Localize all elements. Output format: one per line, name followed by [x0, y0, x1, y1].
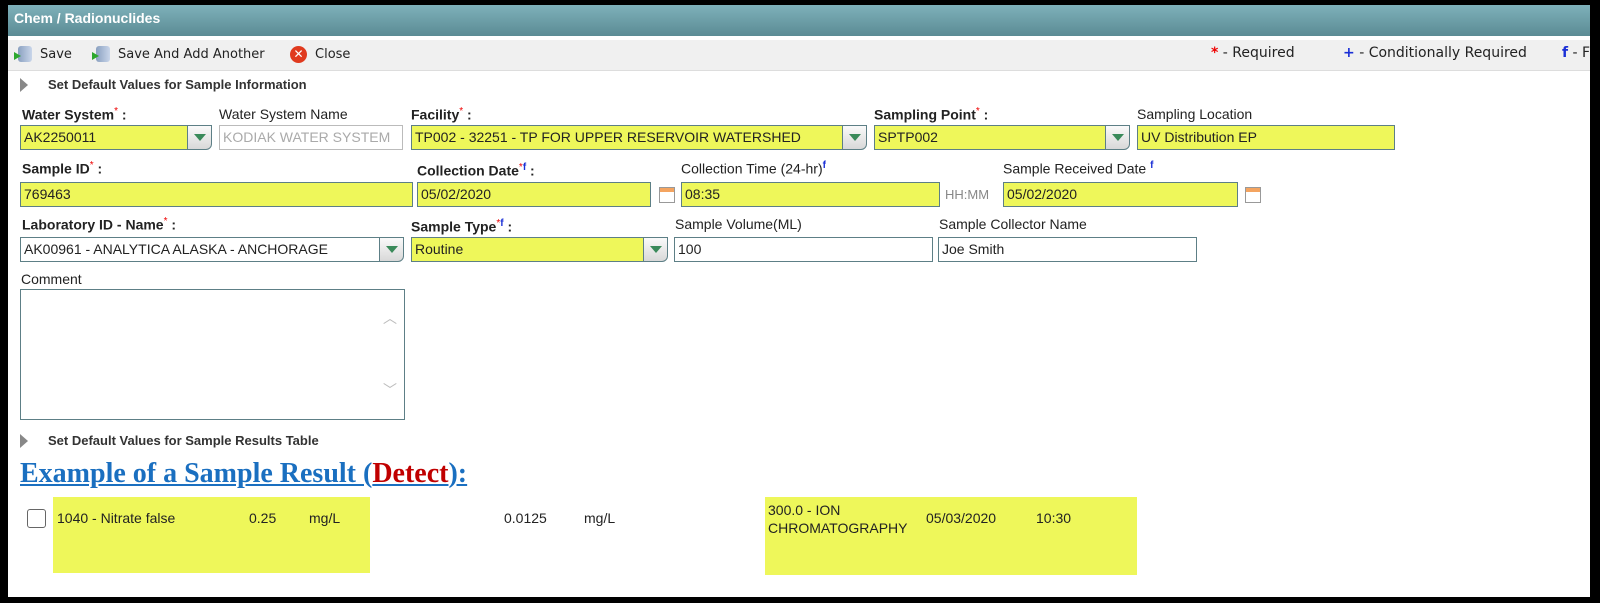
- water-system-name-field: KODIAK WATER SYSTEM: [219, 125, 403, 150]
- section-title: Set Default Values for Sample Informatio…: [48, 77, 307, 92]
- result-cell: 0.25: [249, 510, 277, 526]
- water-system-name-label: Water System Name: [219, 106, 348, 122]
- section-title: Set Default Values for Sample Results Ta…: [48, 433, 319, 448]
- close-button[interactable]: ✕ Close: [290, 46, 350, 63]
- mdl-unit-cell: mg/L: [584, 510, 616, 526]
- highlight-box: [765, 497, 1137, 575]
- collector-field[interactable]: Joe Smith: [938, 237, 1197, 262]
- scroll-down-icon[interactable]: ﹀: [383, 383, 397, 399]
- calendar-icon[interactable]: [659, 187, 675, 203]
- sample-volume-field[interactable]: 100: [674, 237, 933, 262]
- unit-cell: mg/L: [309, 510, 341, 526]
- received-date-label: Sample Received Date f: [1003, 160, 1154, 177]
- received-date-field[interactable]: 05/02/2020: [1003, 182, 1238, 207]
- example-heading: Example of a Sample Result (Detect):: [20, 458, 468, 489]
- save-add-label: Save And Add Another: [118, 46, 265, 62]
- comment-label: Comment: [21, 271, 82, 287]
- toolbar: Save Save And Add Another ✕ Close * - Req…: [8, 40, 1590, 71]
- window-title: Chem / Radionuclides: [14, 10, 161, 26]
- section-results-toggle[interactable]: Set Default Values for Sample Results Ta…: [20, 433, 319, 448]
- time-format-hint: HH:MM: [945, 187, 990, 202]
- dropdown-arrow-icon[interactable]: [842, 125, 867, 150]
- sample-type-select[interactable]: Routine: [411, 237, 644, 262]
- sampling-location-field[interactable]: UV Distribution EP: [1137, 125, 1395, 150]
- collection-date-field[interactable]: 05/02/2020: [417, 182, 651, 207]
- title-bar: Chem / Radionuclides: [8, 5, 1590, 36]
- sample-id-field[interactable]: 769463: [20, 182, 413, 207]
- expand-icon: [20, 433, 28, 448]
- collection-time-field[interactable]: 08:35: [681, 182, 940, 207]
- dropdown-arrow-icon[interactable]: [379, 237, 404, 262]
- calendar-icon[interactable]: [1245, 187, 1261, 203]
- comment-textarea[interactable]: [20, 289, 405, 420]
- sample-volume-label: Sample Volume(ML): [675, 216, 802, 232]
- legend-required: * - Required: [1211, 45, 1295, 61]
- legend-f: f - F: [1562, 45, 1591, 61]
- row-checkbox[interactable]: [27, 509, 46, 528]
- lab-label: Laboratory ID - Name* :: [22, 216, 177, 233]
- method-cell: 300.0 - ION CHROMATOGRAPHY: [768, 502, 908, 536]
- facility-label: Facility* :: [411, 106, 472, 123]
- save-add-another-button[interactable]: Save And Add Another: [92, 46, 265, 62]
- dropdown-arrow-icon[interactable]: [187, 125, 212, 150]
- water-system-select[interactable]: AK2250011: [20, 125, 188, 150]
- legend-conditional: + - Conditionally Required: [1343, 45, 1527, 61]
- save-icon: [14, 46, 32, 62]
- collection-time-label: Collection Time (24-hr)f: [681, 160, 826, 177]
- highlight-box: [53, 497, 370, 573]
- sample-id-label: Sample ID* :: [22, 160, 103, 177]
- close-icon: ✕: [290, 46, 307, 63]
- water-system-label: Water System* :: [22, 106, 127, 123]
- expand-icon: [20, 77, 28, 92]
- analysis-time-cell: 10:30: [1036, 510, 1072, 526]
- dropdown-arrow-icon[interactable]: [643, 237, 668, 262]
- save-button[interactable]: Save: [14, 46, 72, 62]
- close-label: Close: [315, 47, 351, 62]
- collector-label: Sample Collector Name: [939, 216, 1087, 232]
- save-icon: [92, 46, 110, 62]
- analysis-date-cell: 05/03/2020: [926, 510, 997, 526]
- analyte-cell: 1040 - Nitrate false: [57, 510, 176, 526]
- sample-type-label: Sample Type*f :: [411, 218, 513, 235]
- save-label: Save: [40, 46, 72, 62]
- dropdown-arrow-icon[interactable]: [1105, 125, 1130, 150]
- sampling-point-label: Sampling Point* :: [874, 106, 989, 123]
- section-sample-info-toggle[interactable]: Set Default Values for Sample Informatio…: [20, 77, 307, 92]
- collection-date-label: Collection Date*f :: [417, 162, 535, 179]
- facility-select[interactable]: TP002 - 32251 - TP FOR UPPER RESERVOIR W…: [411, 125, 843, 150]
- sampling-location-label: Sampling Location: [1137, 106, 1253, 122]
- scroll-up-icon[interactable]: ︿: [383, 311, 397, 327]
- sampling-point-select[interactable]: SPTP002: [874, 125, 1106, 150]
- lab-select[interactable]: AK00961 - ANALYTICA ALASKA - ANCHORAGE: [20, 237, 380, 262]
- mdl-cell: 0.0125: [504, 510, 547, 526]
